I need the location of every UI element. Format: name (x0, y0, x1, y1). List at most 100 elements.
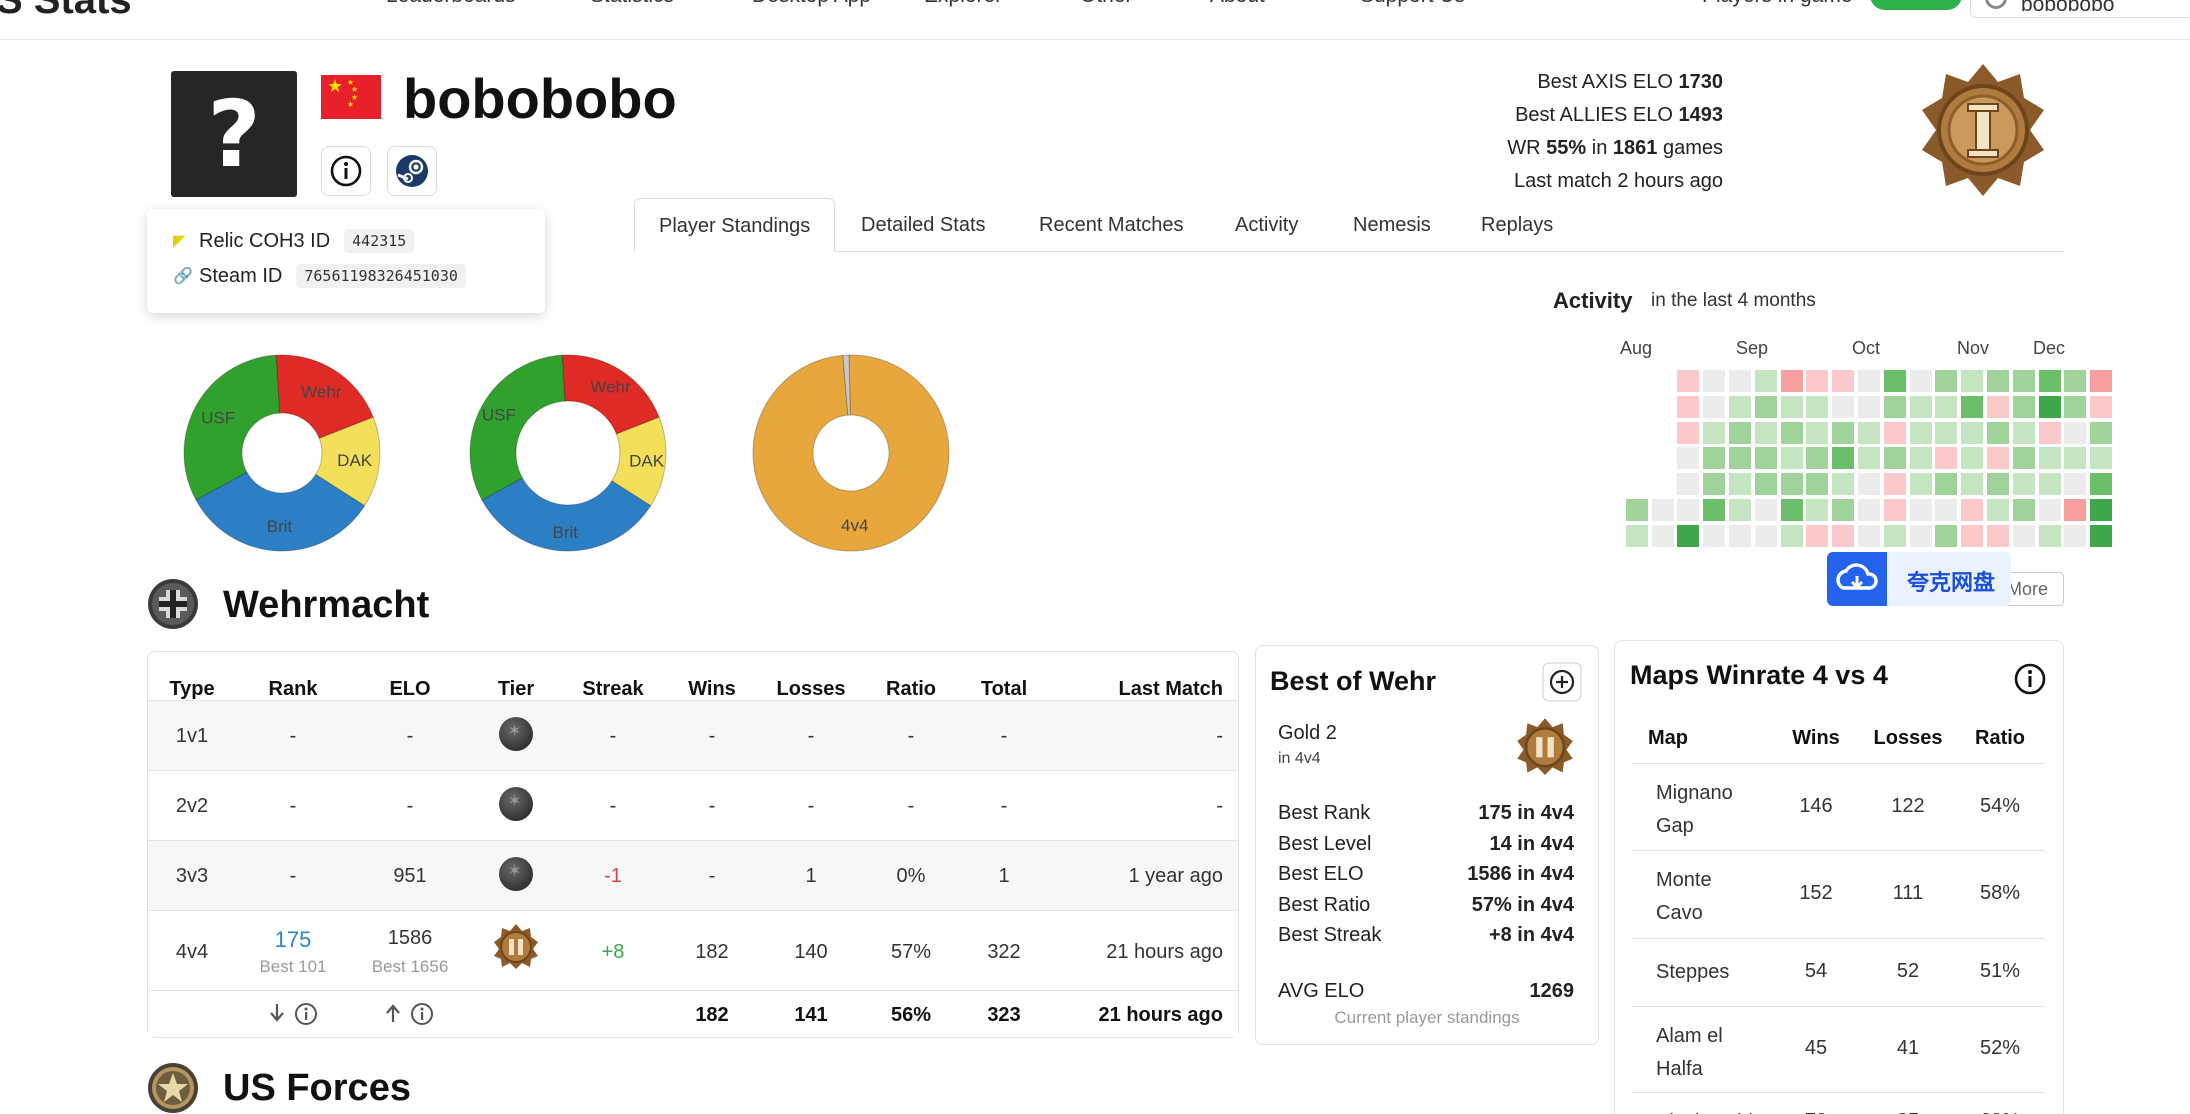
info-button[interactable] (321, 146, 371, 196)
activity-day-cell[interactable] (1987, 473, 2009, 496)
activity-day-cell[interactable] (1935, 447, 1958, 470)
activity-day-cell[interactable] (1935, 395, 1958, 418)
nav-about[interactable]: About (1210, 0, 1265, 8)
activity-day-cell[interactable] (1729, 499, 1751, 521)
activity-day-cell[interactable] (1703, 421, 1726, 444)
activity-day-cell[interactable] (1729, 370, 1751, 392)
steam-profile-button[interactable] (387, 146, 437, 196)
activity-day-cell[interactable] (1909, 473, 1932, 496)
activity-day-cell[interactable] (2064, 370, 2087, 392)
site-brand[interactable]: S Stats (0, 0, 132, 22)
activity-day-cell[interactable] (1703, 499, 1726, 521)
tab-nemesis[interactable]: Nemesis (1353, 214, 1431, 236)
nav-explorer[interactable]: Explorer (924, 0, 1002, 8)
activity-day-cell[interactable] (1883, 524, 1906, 547)
activity-day-cell[interactable] (1909, 524, 1932, 547)
tab-player-standings[interactable]: Player Standings (634, 198, 836, 252)
activity-day-cell[interactable] (1703, 395, 1726, 418)
donut-slice[interactable] (183, 354, 281, 501)
activity-day-cell[interactable] (1832, 524, 1855, 547)
activity-day-cell[interactable] (1754, 524, 1777, 547)
activity-day-cell[interactable] (2012, 524, 2035, 547)
activity-day-cell[interactable] (1625, 524, 1648, 547)
donut-slice[interactable] (481, 477, 652, 552)
activity-day-cell[interactable] (1961, 473, 1984, 496)
activity-day-cell[interactable] (1677, 524, 1700, 547)
activity-day-cell[interactable] (1909, 447, 1932, 470)
activity-day-cell[interactable] (1729, 421, 1751, 444)
activity-day-cell[interactable] (1987, 447, 2009, 470)
activity-day-cell[interactable] (1935, 524, 1958, 547)
activity-day-cell[interactable] (1780, 473, 1803, 496)
activity-day-cell[interactable] (1780, 395, 1803, 418)
activity-day-cell[interactable] (1780, 447, 1803, 470)
activity-day-cell[interactable] (2064, 395, 2087, 418)
activity-day-cell[interactable] (1651, 499, 1674, 521)
activity-day-cell[interactable] (1677, 395, 1700, 418)
activity-day-cell[interactable] (1909, 421, 1932, 444)
activity-day-cell[interactable] (2090, 524, 2113, 547)
activity-day-cell[interactable] (1935, 370, 1958, 392)
activity-day-cell[interactable] (1754, 395, 1777, 418)
activity-day-cell[interactable] (1832, 421, 1855, 444)
activity-day-cell[interactable] (1780, 524, 1803, 547)
activity-day-cell[interactable] (1677, 447, 1700, 470)
activity-day-cell[interactable] (2090, 499, 2113, 521)
nav-desktop-app[interactable]: Desktop App (752, 0, 871, 8)
activity-day-cell[interactable] (1754, 447, 1777, 470)
activity-day-cell[interactable] (1832, 370, 1855, 392)
activity-day-cell[interactable] (1754, 499, 1777, 521)
activity-day-cell[interactable] (1961, 395, 1984, 418)
activity-day-cell[interactable] (1858, 370, 1880, 392)
activity-day-cell[interactable] (1909, 370, 1932, 392)
info-icon[interactable] (2013, 662, 2047, 696)
activity-day-cell[interactable] (1935, 499, 1958, 521)
activity-day-cell[interactable] (2012, 421, 2035, 444)
search-input[interactable]: bobobobo (1970, 0, 2190, 18)
activity-day-cell[interactable] (2064, 421, 2087, 444)
activity-day-cell[interactable] (2090, 473, 2113, 496)
activity-day-cell[interactable] (2012, 473, 2035, 496)
activity-day-cell[interactable] (2090, 421, 2113, 444)
activity-day-cell[interactable] (2090, 447, 2113, 470)
activity-day-cell[interactable] (1858, 499, 1880, 521)
activity-day-cell[interactable] (1883, 447, 1906, 470)
activity-day-cell[interactable] (1729, 524, 1751, 547)
activity-day-cell[interactable] (1858, 473, 1880, 496)
activity-day-cell[interactable] (1832, 447, 1855, 470)
activity-day-cell[interactable] (1961, 447, 1984, 470)
donut-slice[interactable] (195, 471, 366, 552)
activity-day-cell[interactable] (1961, 370, 1984, 392)
donut-slice[interactable] (275, 354, 374, 440)
activity-day-cell[interactable] (2090, 370, 2113, 392)
activity-day-cell[interactable] (2038, 447, 2061, 470)
activity-day-cell[interactable] (2038, 395, 2061, 418)
activity-day-cell[interactable] (1832, 395, 1855, 418)
activity-day-cell[interactable] (1729, 395, 1751, 418)
activity-day-cell[interactable] (2038, 499, 2061, 521)
activity-day-cell[interactable] (1806, 370, 1829, 392)
activity-day-cell[interactable] (1883, 499, 1906, 521)
activity-day-cell[interactable] (1935, 421, 1958, 444)
activity-day-cell[interactable] (1625, 499, 1648, 521)
activity-day-cell[interactable] (1909, 395, 1932, 418)
nav-statistics[interactable]: Statistics (590, 0, 674, 8)
tab-recent-matches[interactable]: Recent Matches (1039, 214, 1184, 236)
activity-day-cell[interactable] (2012, 395, 2035, 418)
activity-day-cell[interactable] (1858, 421, 1880, 444)
activity-day-cell[interactable] (1806, 421, 1829, 444)
activity-day-cell[interactable] (1858, 447, 1880, 470)
activity-day-cell[interactable] (1729, 473, 1751, 496)
activity-day-cell[interactable] (1729, 447, 1751, 470)
rank-trend-icons[interactable] (266, 1001, 322, 1027)
activity-day-cell[interactable] (1832, 473, 1855, 496)
tab-activity[interactable]: Activity (1235, 214, 1299, 236)
activity-day-cell[interactable] (1883, 473, 1906, 496)
donut-slice[interactable] (469, 354, 566, 501)
tab-detailed-stats[interactable]: Detailed Stats (861, 214, 986, 236)
donut-slice[interactable] (842, 354, 851, 416)
activity-day-cell[interactable] (1780, 370, 1803, 392)
activity-day-cell[interactable] (1987, 421, 2009, 444)
activity-day-cell[interactable] (1806, 447, 1829, 470)
activity-day-cell[interactable] (2064, 447, 2087, 470)
